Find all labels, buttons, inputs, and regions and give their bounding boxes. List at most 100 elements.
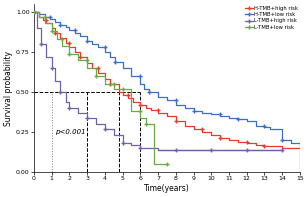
L-TMB+low risk bbox=[153, 163, 156, 165]
L-TMB+high risk bbox=[192, 148, 195, 151]
L-TMB+high risk bbox=[245, 148, 249, 151]
L-TMB+low risk bbox=[37, 16, 41, 18]
L-TMB+low risk bbox=[55, 38, 59, 41]
L-TMB+low risk bbox=[103, 75, 107, 77]
L-TMB+high risk bbox=[50, 56, 54, 58]
L-TMB+high risk bbox=[227, 148, 231, 151]
H-TMB+high risk bbox=[201, 131, 204, 133]
L-TMB+low risk bbox=[76, 59, 80, 61]
L-TMB+low risk bbox=[32, 11, 36, 13]
L-TMB+high risk bbox=[39, 43, 43, 45]
L-TMB+low risk bbox=[55, 30, 59, 33]
H-TMB+high risk bbox=[245, 142, 249, 144]
L-TMB+high risk bbox=[64, 100, 68, 103]
L-TMB+high risk bbox=[245, 148, 249, 151]
L-TMB+high risk bbox=[174, 148, 178, 151]
L-TMB+high risk bbox=[35, 27, 39, 29]
H-TMB+low risk bbox=[218, 115, 222, 117]
L-TMB+high risk bbox=[67, 100, 71, 103]
H-TMB+high risk bbox=[218, 134, 222, 136]
L-TMB+low risk bbox=[60, 38, 64, 41]
L-TMB+low risk bbox=[43, 16, 46, 18]
H-TMB+high risk bbox=[298, 147, 302, 149]
X-axis label: Time(years): Time(years) bbox=[144, 184, 190, 193]
L-TMB+low risk bbox=[165, 163, 169, 165]
L-TMB+high risk bbox=[139, 147, 142, 149]
L-TMB+high risk bbox=[59, 80, 62, 82]
L-TMB+high risk bbox=[112, 128, 116, 130]
L-TMB+high risk bbox=[121, 134, 124, 136]
L-TMB+high risk bbox=[103, 128, 107, 130]
L-TMB+low risk bbox=[112, 83, 116, 85]
Text: p<0.001: p<0.001 bbox=[55, 129, 86, 135]
L-TMB+low risk bbox=[165, 163, 169, 165]
H-TMB+high risk bbox=[209, 134, 213, 136]
L-TMB+low risk bbox=[139, 110, 142, 112]
L-TMB+high risk bbox=[85, 116, 89, 119]
L-TMB+high risk bbox=[130, 142, 133, 144]
Y-axis label: Survival probability: Survival probability bbox=[4, 50, 13, 125]
L-TMB+low risk bbox=[94, 67, 98, 69]
L-TMB+high risk bbox=[53, 80, 57, 82]
L-TMB+high risk bbox=[94, 123, 98, 125]
H-TMB+high risk bbox=[32, 11, 36, 13]
L-TMB+high risk bbox=[50, 67, 54, 69]
L-TMB+low risk bbox=[121, 88, 124, 90]
L-TMB+high risk bbox=[156, 148, 160, 151]
L-TMB+high risk bbox=[130, 144, 133, 146]
H-TMB+low risk bbox=[298, 171, 302, 173]
Line: H-TMB+high risk: H-TMB+high risk bbox=[32, 10, 302, 150]
L-TMB+high risk bbox=[76, 112, 80, 114]
L-TMB+low risk bbox=[144, 123, 148, 125]
L-TMB+high risk bbox=[121, 142, 124, 144]
L-TMB+low risk bbox=[103, 83, 107, 85]
L-TMB+low risk bbox=[67, 45, 71, 47]
L-TMB+high risk bbox=[227, 148, 231, 151]
L-TMB+high risk bbox=[139, 144, 142, 146]
L-TMB+low risk bbox=[76, 53, 80, 55]
L-TMB+high risk bbox=[156, 147, 160, 149]
H-TMB+low risk bbox=[236, 116, 240, 119]
L-TMB+high risk bbox=[44, 43, 48, 45]
Line: H-TMB+low risk: H-TMB+low risk bbox=[32, 10, 302, 174]
L-TMB+low risk bbox=[112, 88, 116, 90]
L-TMB+low risk bbox=[144, 116, 148, 119]
L-TMB+high risk bbox=[35, 11, 39, 13]
L-TMB+high risk bbox=[280, 148, 284, 151]
L-TMB+high risk bbox=[209, 148, 213, 151]
L-TMB+high risk bbox=[174, 148, 178, 151]
L-TMB+low risk bbox=[50, 30, 54, 33]
L-TMB+high risk bbox=[32, 11, 36, 13]
L-TMB+high risk bbox=[263, 148, 266, 151]
L-TMB+low risk bbox=[85, 59, 89, 61]
L-TMB+high risk bbox=[85, 112, 89, 114]
Legend: H-TMB+high risk, H-TMB+low risk, L-TMB+high risk, L-TMB+low risk: H-TMB+high risk, H-TMB+low risk, L-TMB+h… bbox=[244, 5, 299, 30]
L-TMB+low risk bbox=[94, 75, 98, 77]
L-TMB+high risk bbox=[112, 134, 116, 136]
L-TMB+low risk bbox=[50, 22, 54, 24]
L-TMB+low risk bbox=[43, 22, 46, 24]
L-TMB+high risk bbox=[53, 67, 57, 69]
L-TMB+high risk bbox=[67, 107, 71, 109]
L-TMB+low risk bbox=[130, 110, 133, 112]
L-TMB+high risk bbox=[192, 148, 195, 151]
L-TMB+high risk bbox=[280, 148, 284, 151]
L-TMB+low risk bbox=[153, 123, 156, 125]
H-TMB+low risk bbox=[227, 116, 231, 119]
Line: L-TMB+high risk: L-TMB+high risk bbox=[32, 10, 284, 151]
H-TMB+high risk bbox=[44, 22, 48, 24]
L-TMB+high risk bbox=[59, 91, 62, 93]
H-TMB+high risk bbox=[227, 137, 231, 139]
L-TMB+high risk bbox=[64, 91, 68, 93]
L-TMB+high risk bbox=[263, 148, 266, 151]
L-TMB+low risk bbox=[130, 88, 133, 90]
H-TMB+low risk bbox=[263, 126, 266, 128]
H-TMB+high risk bbox=[280, 147, 284, 149]
H-TMB+low risk bbox=[32, 11, 36, 13]
H-TMB+low risk bbox=[245, 118, 249, 120]
L-TMB+high risk bbox=[103, 123, 107, 125]
L-TMB+low risk bbox=[139, 116, 142, 119]
L-TMB+low risk bbox=[67, 53, 71, 55]
L-TMB+high risk bbox=[209, 148, 213, 151]
L-TMB+high risk bbox=[94, 116, 98, 119]
